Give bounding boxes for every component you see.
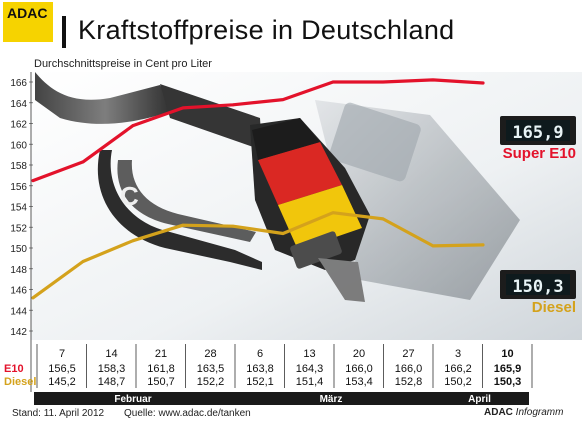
- series-line-e10: [31, 78, 485, 183]
- diesel-price-display: 150,3: [500, 270, 576, 299]
- series-point-e10: [231, 103, 235, 107]
- footer-brand-italic: Infogramm: [515, 407, 564, 418]
- series-lines: [31, 78, 485, 300]
- series-point-e10: [31, 179, 35, 182]
- y-tick-label: 146: [10, 286, 27, 297]
- x-tick-label: 10: [501, 348, 513, 360]
- series-point-diesel: [431, 244, 435, 248]
- x-tick-label: 6: [257, 348, 263, 360]
- y-tick-label: 142: [10, 327, 27, 338]
- series-point-e10: [181, 106, 185, 110]
- table-cell-diesel: 152,1: [246, 376, 274, 388]
- series-point-diesel: [481, 243, 485, 247]
- month-label: April: [468, 394, 491, 405]
- series-point-diesel: [281, 232, 285, 235]
- y-tick-label: 162: [10, 120, 27, 131]
- table-cell-e10: 158,3: [98, 363, 126, 375]
- y-tick-label: 164: [10, 99, 27, 110]
- month-bar: Februar März April: [34, 392, 529, 405]
- x-tick-label: 7: [59, 348, 65, 360]
- table-cell-e10: 164,3: [296, 363, 324, 375]
- y-tick-label: 158: [10, 161, 27, 172]
- table-cell-diesel: 153,4: [345, 376, 373, 388]
- footer-brand: ADAC Infogramm: [484, 407, 563, 418]
- row-label-e10: E10: [4, 363, 24, 375]
- series-point-e10: [381, 80, 385, 84]
- row-label-diesel: Diesel: [4, 376, 36, 388]
- series-point-e10: [131, 124, 135, 127]
- x-tick-label: 20: [353, 348, 365, 360]
- chart-subtitle: Durchschnittspreise in Cent pro Liter: [34, 58, 212, 70]
- legend-e10: Super E10: [503, 145, 576, 162]
- table-cell-diesel: 150,2: [444, 376, 472, 388]
- y-tick-label: 144: [10, 306, 27, 317]
- table-cell-diesel: 152,8: [395, 376, 423, 388]
- footer-brand-bold: ADAC: [484, 407, 513, 418]
- series-point-diesel: [31, 296, 35, 300]
- series-point-diesel: [231, 224, 235, 228]
- svg-text:C: C: [120, 181, 139, 211]
- footer-source: Quelle: www.adac.de/tanken: [124, 408, 251, 419]
- series-point-e10: [331, 80, 335, 84]
- series-point-diesel: [81, 260, 85, 263]
- table-cell-diesel: 151,4: [296, 376, 324, 388]
- title-divider: [62, 16, 66, 48]
- x-tick-label: 28: [204, 348, 216, 360]
- chart-title: Kraftstoffpreise in Deutschland: [78, 15, 455, 45]
- y-tick-label: 154: [10, 203, 27, 214]
- table-cell-diesel: 148,7: [98, 376, 126, 388]
- x-tick-label: 27: [402, 348, 414, 360]
- table-cell-e10: 166,0: [345, 363, 373, 375]
- e10-price-display: 165,9: [500, 116, 576, 145]
- x-tick-label: 13: [303, 348, 315, 360]
- table-cell-e10: 161,8: [147, 363, 175, 375]
- series-point-e10: [81, 160, 85, 164]
- table-cell-e10: 163,5: [197, 363, 225, 375]
- x-tick-label: 3: [455, 348, 461, 360]
- table-cell-diesel: 150,7: [147, 376, 175, 388]
- e10-display-value: 165,9: [512, 123, 563, 143]
- y-tick-label: 152: [10, 223, 27, 234]
- table-cell-diesel: 145,2: [48, 376, 76, 388]
- table-cell-e10: 166,0: [395, 363, 423, 375]
- y-tick-label: 150: [10, 244, 27, 255]
- adac-logo: ADAC: [3, 2, 53, 42]
- month-label: März: [320, 394, 343, 405]
- y-tick-label: 160: [10, 140, 27, 151]
- table-cell-e10: 156,5: [48, 363, 76, 375]
- month-band: [232, 392, 430, 405]
- y-tick-label: 156: [10, 182, 27, 193]
- series-point-diesel: [331, 211, 335, 215]
- table-cell-diesel: 152,2: [197, 376, 225, 388]
- series-point-e10: [281, 98, 285, 102]
- series-point-diesel: [181, 223, 185, 227]
- table-cell-e10: 163,8: [246, 363, 274, 375]
- month-band: [430, 392, 529, 405]
- series-point-diesel: [131, 239, 135, 243]
- month-band: [34, 392, 232, 405]
- month-label: Februar: [114, 394, 151, 405]
- diesel-display-value: 150,3: [512, 277, 563, 297]
- table-cell-diesel: 150,3: [494, 376, 522, 388]
- y-tick-label: 148: [10, 265, 27, 276]
- x-tick-label: 21: [155, 348, 167, 360]
- series-point-e10: [431, 78, 435, 82]
- series-point-e10: [481, 81, 485, 85]
- series-point-diesel: [381, 217, 385, 221]
- x-tick-label: 14: [105, 348, 117, 360]
- series-line-diesel: [31, 211, 485, 300]
- legend-diesel: Diesel: [532, 299, 576, 316]
- value-table: E10Diesel7156,5145,214158,3148,721161,81…: [4, 72, 533, 392]
- table-cell-e10: 166,2: [444, 363, 472, 375]
- y-axis: 142 144 146 148 150 152 154 156 158 160 162 164 166: [10, 78, 33, 338]
- y-tick-label: 166: [10, 78, 27, 89]
- table-cell-e10: 165,9: [494, 363, 522, 375]
- logo-text: ADAC: [7, 5, 48, 21]
- footer-stand: Stand: 11. April 2012: [12, 408, 105, 419]
